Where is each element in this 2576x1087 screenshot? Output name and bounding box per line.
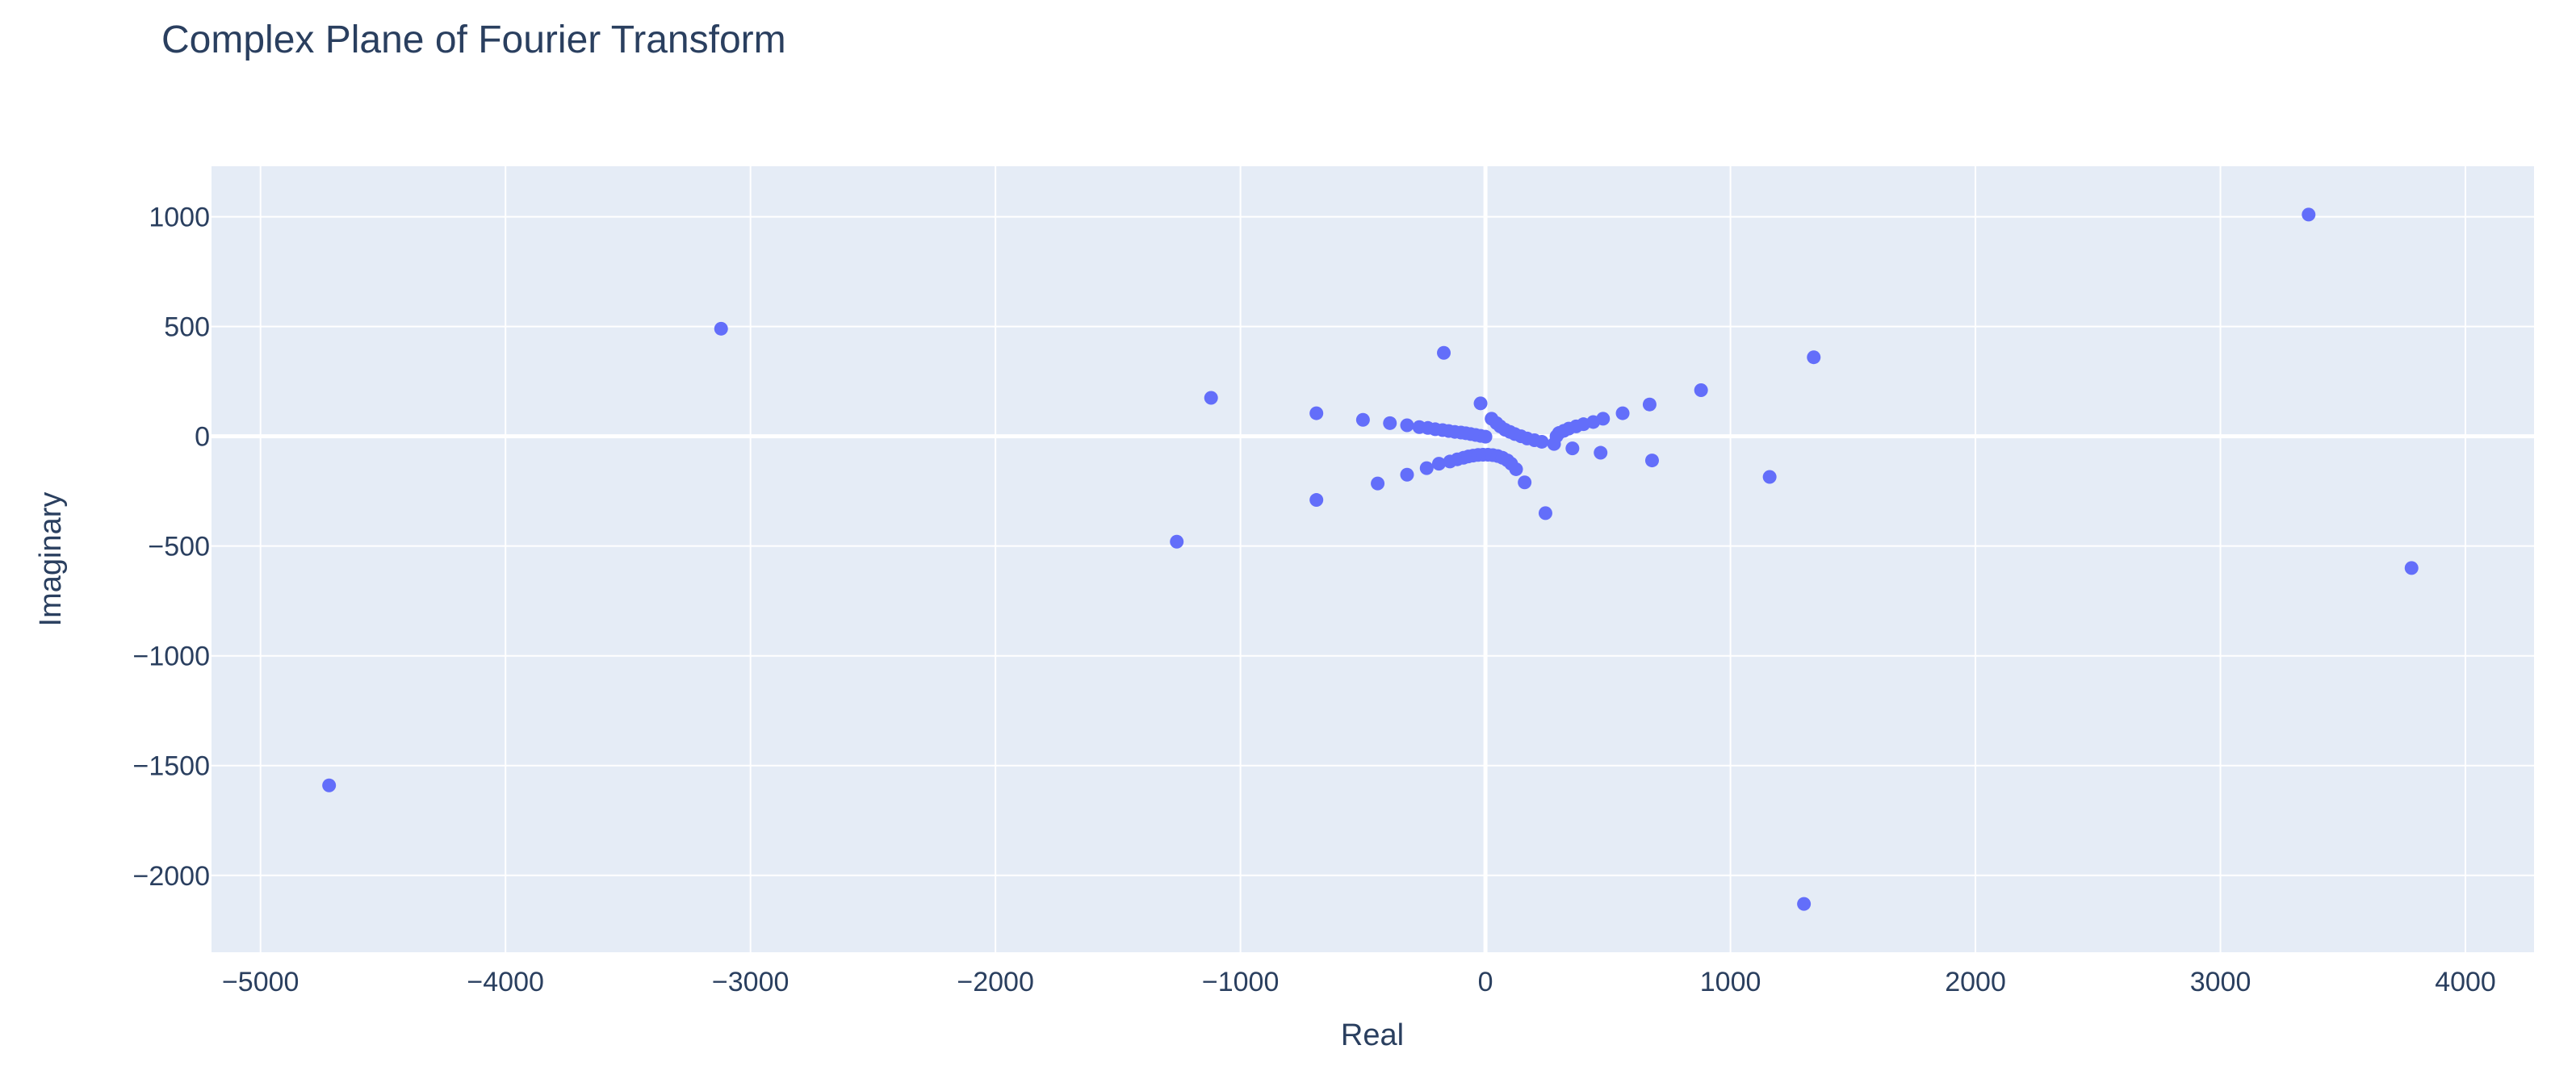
x-tick-label: −5000 bbox=[222, 967, 299, 997]
plot-area bbox=[212, 166, 2534, 952]
scatter-point[interactable] bbox=[1309, 493, 1324, 508]
scatter-point[interactable] bbox=[1642, 397, 1657, 412]
data-points bbox=[322, 207, 2419, 911]
x-tick-label: 2000 bbox=[1945, 967, 2006, 997]
scatter-point[interactable] bbox=[1596, 412, 1611, 426]
x-tick-label: −4000 bbox=[467, 967, 544, 997]
x-tick-label: −1000 bbox=[1202, 967, 1280, 997]
scatter-point[interactable] bbox=[1565, 441, 1580, 456]
y-tick-label: 0 bbox=[195, 422, 210, 453]
scatter-point[interactable] bbox=[1170, 534, 1184, 549]
chart-title: Complex Plane of Fourier Transform bbox=[161, 19, 786, 61]
scatter-point[interactable] bbox=[1431, 457, 1446, 471]
scatter-point[interactable] bbox=[1538, 506, 1552, 521]
scatter-point[interactable] bbox=[1762, 470, 1777, 484]
x-tick-label: 0 bbox=[1478, 967, 1493, 997]
scatter-point[interactable] bbox=[1419, 461, 1434, 475]
scatter-point[interactable] bbox=[1518, 475, 1532, 490]
scatter-point[interactable] bbox=[1478, 429, 1493, 444]
x-tick-label: 1000 bbox=[1700, 967, 1761, 997]
x-tick-label: −2000 bbox=[957, 967, 1034, 997]
y-axis-title: Imaginary bbox=[34, 492, 68, 627]
y-tick-label: 1000 bbox=[149, 203, 210, 233]
y-axis-ticks: −2000 −1500 −1000 −500 0 500 1000 bbox=[133, 203, 211, 892]
grid-lines bbox=[212, 166, 2534, 952]
scatter-point[interactable] bbox=[1807, 350, 1821, 365]
scatter-point[interactable] bbox=[322, 778, 337, 792]
scatter-point[interactable] bbox=[1615, 406, 1630, 420]
y-tick-label: −1000 bbox=[133, 642, 211, 672]
y-tick-label: 500 bbox=[164, 312, 210, 343]
x-axis-ticks: −5000 −4000 −3000 −2000 −1000 0 1000 2000 3000 40… bbox=[222, 967, 2496, 997]
x-tick-label: −3000 bbox=[712, 967, 790, 997]
scatter-point[interactable] bbox=[714, 321, 728, 336]
scatter-point[interactable] bbox=[1371, 476, 1385, 491]
scatter-point[interactable] bbox=[2404, 561, 2419, 575]
y-tick-label: −2000 bbox=[133, 861, 211, 892]
y-tick-label: −1500 bbox=[133, 751, 211, 782]
scatter-point[interactable] bbox=[1644, 454, 1659, 468]
zero-lines bbox=[212, 166, 2534, 952]
scatter-point[interactable] bbox=[2302, 207, 2316, 222]
x-axis-title: Real bbox=[1341, 1018, 1404, 1052]
scatter-point[interactable] bbox=[1204, 391, 1218, 405]
scatter-point[interactable] bbox=[1797, 897, 1812, 911]
scatter-point[interactable] bbox=[1437, 345, 1451, 360]
scatter-point[interactable] bbox=[1383, 416, 1397, 430]
scatter-point[interactable] bbox=[1694, 383, 1708, 398]
x-tick-label: 3000 bbox=[2190, 967, 2251, 997]
scatter-point[interactable] bbox=[1535, 434, 1549, 449]
scatter-point[interactable] bbox=[1473, 396, 1488, 411]
scatter-point[interactable] bbox=[1594, 445, 1608, 460]
x-tick-label: 4000 bbox=[2435, 967, 2496, 997]
scatter-point[interactable] bbox=[1400, 418, 1414, 433]
scatter-point[interactable] bbox=[1509, 462, 1523, 476]
scatter-point[interactable] bbox=[1400, 467, 1414, 482]
y-tick-label: −500 bbox=[148, 532, 210, 562]
scatter-point[interactable] bbox=[1355, 412, 1370, 427]
scatter-point[interactable] bbox=[1309, 406, 1324, 420]
